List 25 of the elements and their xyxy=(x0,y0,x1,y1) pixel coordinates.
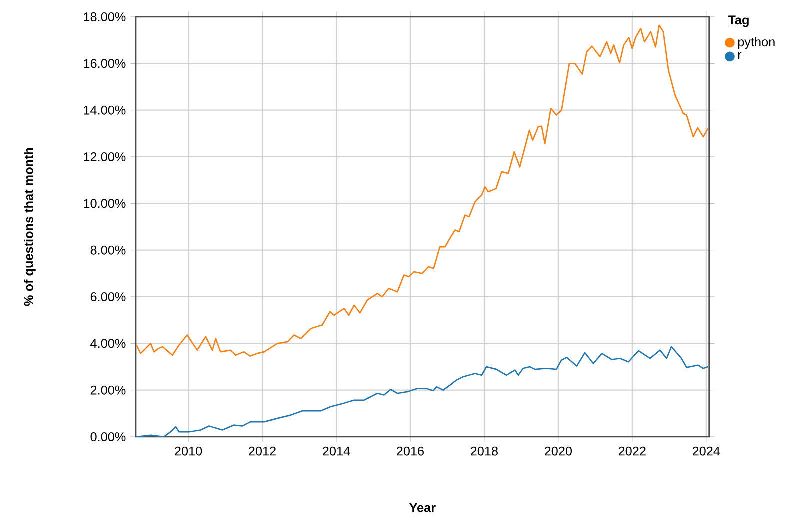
x-tick-label: 2010 xyxy=(175,446,202,456)
y-tick-label: 10.00% xyxy=(84,199,126,208)
y-tick-label: 18.00% xyxy=(84,12,126,22)
y-tick-label: 4.00% xyxy=(90,339,126,348)
legend-label: python xyxy=(738,37,775,50)
legend-title: Tag xyxy=(728,16,749,28)
x-tick-label: 2022 xyxy=(618,446,646,456)
legend-label: r xyxy=(738,52,742,60)
y-tick-label: 8.00% xyxy=(90,246,126,255)
y-tick-label: 12.00% xyxy=(84,152,126,162)
y-tick-label: 0.00% xyxy=(90,432,126,442)
x-tick-label: 2014 xyxy=(323,446,350,456)
x-tick-label: 2018 xyxy=(470,446,498,456)
y-tick-label: 14.00% xyxy=(84,106,126,115)
x-tick-label: 2016 xyxy=(397,446,424,456)
y-tick-label: 16.00% xyxy=(84,59,126,68)
y-tick-label: 6.00% xyxy=(90,292,126,302)
y-tick-label: 2.00% xyxy=(90,386,126,395)
x-tick-label: 2024 xyxy=(692,446,720,456)
x-tick-label: 2020 xyxy=(544,446,572,456)
y-axis-title: % of questions that month xyxy=(24,148,36,306)
line-series xyxy=(136,346,709,437)
line-series xyxy=(136,24,709,357)
x-tick-label: 2012 xyxy=(249,446,276,456)
x-axis-title: Year xyxy=(409,503,436,512)
